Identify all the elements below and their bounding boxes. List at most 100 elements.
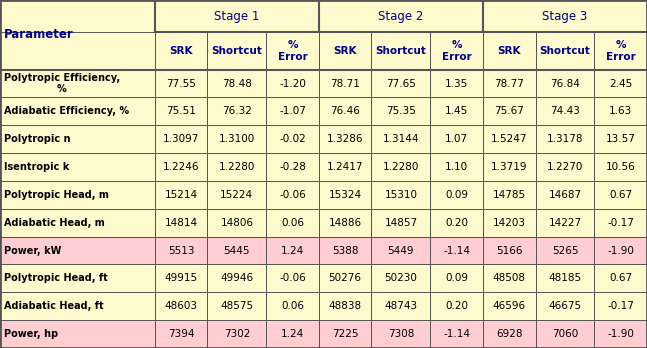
Text: -1.90: -1.90 [608, 329, 634, 339]
Text: 13.57: 13.57 [606, 134, 635, 144]
Text: 50230: 50230 [384, 274, 417, 283]
Bar [319, 264, 371, 292]
Text: SRK: SRK [498, 46, 521, 56]
Bar [0, 97, 155, 125]
Bar [430, 125, 483, 153]
Bar [266, 125, 319, 153]
Bar [319, 209, 371, 237]
Text: 10.56: 10.56 [606, 162, 635, 172]
Text: 77.55: 77.55 [166, 79, 196, 88]
Bar [430, 320, 483, 348]
Text: 1.2280: 1.2280 [219, 162, 255, 172]
Bar [266, 70, 319, 97]
Bar [208, 153, 266, 181]
Bar [371, 70, 430, 97]
Text: Shortcut: Shortcut [212, 46, 262, 56]
Text: 7308: 7308 [388, 329, 414, 339]
Text: 74.43: 74.43 [550, 106, 580, 116]
Text: 14806: 14806 [221, 218, 254, 228]
Text: 6928: 6928 [496, 329, 523, 339]
Text: 1.5247: 1.5247 [491, 134, 527, 144]
Bar [266, 153, 319, 181]
Bar [208, 70, 266, 97]
Bar [0, 264, 155, 292]
Bar [266, 320, 319, 348]
Bar [155, 70, 208, 97]
Text: 1.2270: 1.2270 [547, 162, 583, 172]
Text: 5166: 5166 [496, 246, 523, 255]
Text: 7225: 7225 [332, 329, 358, 339]
Text: -1.14: -1.14 [443, 329, 470, 339]
Bar [595, 264, 647, 292]
Text: 0.06: 0.06 [281, 301, 304, 311]
Bar [371, 125, 430, 153]
Text: Adiabatic Head, ft: Adiabatic Head, ft [4, 301, 104, 311]
Text: 1.3097: 1.3097 [163, 134, 199, 144]
Text: 78.77: 78.77 [494, 79, 524, 88]
Text: 78.48: 78.48 [222, 79, 252, 88]
Bar [430, 153, 483, 181]
Text: 76.32: 76.32 [222, 106, 252, 116]
Text: 0.09: 0.09 [445, 190, 468, 200]
Bar [483, 70, 536, 97]
Text: -0.28: -0.28 [279, 162, 306, 172]
Bar [536, 292, 595, 320]
Bar [483, 292, 536, 320]
Bar [155, 32, 208, 70]
Text: 0.20: 0.20 [445, 218, 468, 228]
Bar [430, 292, 483, 320]
Bar [319, 237, 371, 264]
Bar [430, 70, 483, 97]
Text: 1.07: 1.07 [445, 134, 468, 144]
Text: Power, kW: Power, kW [4, 246, 61, 255]
Text: Shortcut: Shortcut [375, 46, 426, 56]
Bar [319, 153, 371, 181]
Bar [266, 237, 319, 264]
Text: -1.07: -1.07 [279, 106, 306, 116]
Text: Stage 2: Stage 2 [378, 9, 424, 23]
Text: 7302: 7302 [224, 329, 250, 339]
Bar [0, 237, 155, 264]
Text: 46596: 46596 [492, 301, 526, 311]
Text: 0.67: 0.67 [609, 274, 632, 283]
Bar [371, 264, 430, 292]
Bar [430, 32, 483, 70]
Text: %
Error: % Error [442, 40, 472, 62]
Bar [483, 0, 647, 32]
Bar [536, 209, 595, 237]
Bar [595, 125, 647, 153]
Text: 15214: 15214 [164, 190, 198, 200]
Bar [0, 70, 155, 97]
Bar [595, 320, 647, 348]
Bar [155, 292, 208, 320]
Bar [483, 32, 536, 70]
Bar [155, 237, 208, 264]
Text: 76.46: 76.46 [330, 106, 360, 116]
Bar [595, 237, 647, 264]
Bar [483, 264, 536, 292]
Bar [208, 237, 266, 264]
Bar [319, 0, 483, 32]
Text: 5449: 5449 [388, 246, 414, 255]
Text: 5388: 5388 [332, 246, 358, 255]
Text: 15224: 15224 [220, 190, 254, 200]
Bar [483, 153, 536, 181]
Text: 1.3719: 1.3719 [491, 162, 527, 172]
Text: 14227: 14227 [549, 218, 582, 228]
Text: 48185: 48185 [549, 274, 582, 283]
Bar [0, 320, 155, 348]
Bar [0, 153, 155, 181]
Text: Power, hp: Power, hp [4, 329, 58, 339]
Text: 5265: 5265 [552, 246, 578, 255]
Bar [371, 153, 430, 181]
Bar [536, 181, 595, 209]
Text: 5445: 5445 [224, 246, 250, 255]
Text: 46675: 46675 [549, 301, 582, 311]
Bar [371, 320, 430, 348]
Text: 1.3178: 1.3178 [547, 134, 583, 144]
Text: 0.06: 0.06 [281, 218, 304, 228]
Text: 1.10: 1.10 [445, 162, 468, 172]
Text: 1.24: 1.24 [281, 246, 304, 255]
Text: 14857: 14857 [384, 218, 417, 228]
Bar [0, 0, 155, 70]
